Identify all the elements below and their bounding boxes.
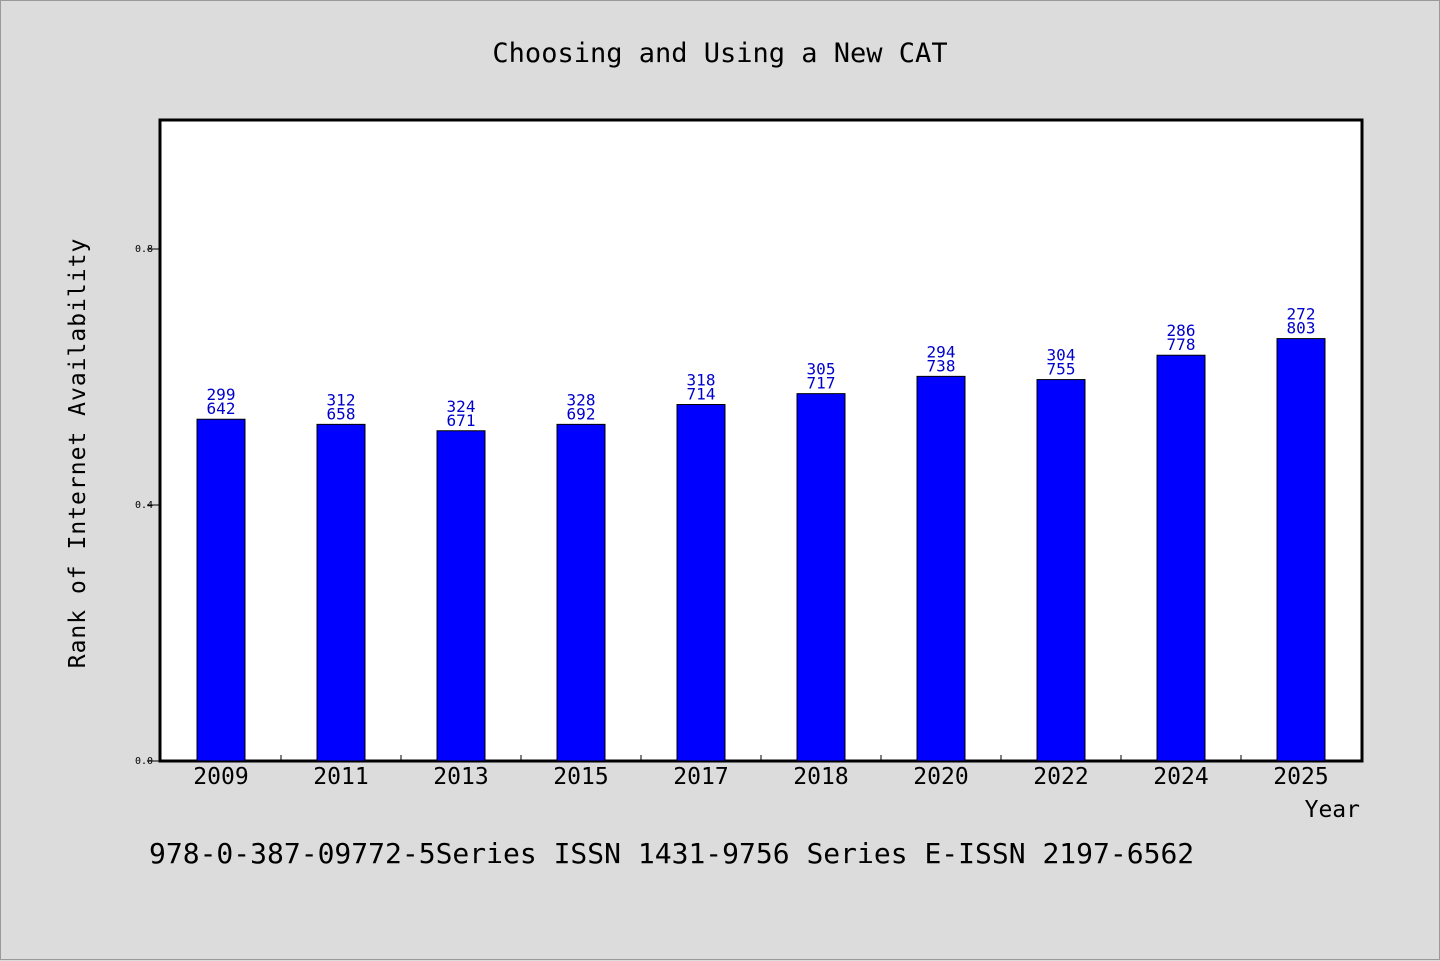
data-label-2017-1: 318 bbox=[687, 371, 716, 390]
x-tick-label-2013: 2013 bbox=[433, 764, 488, 790]
x-tick-label-2018: 2018 bbox=[793, 764, 848, 790]
data-label-2025-1: 272 bbox=[1287, 305, 1316, 324]
y-tick-label-1: 0.4 bbox=[135, 500, 153, 511]
data-label-2011-2: 658 bbox=[327, 404, 356, 423]
data-label-2013-2: 671 bbox=[447, 411, 476, 430]
bar-2013 bbox=[436, 430, 486, 762]
bar-2020 bbox=[916, 375, 966, 762]
bar-2018 bbox=[796, 393, 846, 762]
data-label-2017-2: 714 bbox=[687, 385, 716, 404]
x-tick-label-2011: 2011 bbox=[313, 764, 368, 790]
data-label-2020-2: 738 bbox=[927, 356, 956, 375]
y-tick-label-2: 0.8 bbox=[135, 244, 153, 255]
data-label-2024-2: 778 bbox=[1167, 335, 1196, 354]
data-label-2020-1: 294 bbox=[927, 342, 956, 361]
y-axis-label: Rank of Internet Availability bbox=[65, 238, 91, 669]
data-label-2018-1: 305 bbox=[807, 360, 836, 379]
x-tick-label-2025: 2025 bbox=[1273, 764, 1328, 790]
data-label-2015-2: 692 bbox=[567, 404, 596, 423]
y-tick-label-0: 0.0 bbox=[135, 756, 153, 767]
data-label-2025-2: 803 bbox=[1287, 319, 1316, 338]
data-label-2013-1: 324 bbox=[447, 397, 476, 416]
data-label-2024-1: 286 bbox=[1167, 321, 1196, 340]
data-label-2009-1: 299 bbox=[207, 385, 236, 404]
ticks-group: 2009 2011 2013 2015 2017 2018 2020 2022 2024 2025… bbox=[135, 244, 1329, 790]
x-tick-label-2015: 2015 bbox=[553, 764, 608, 790]
data-label-2018-2: 717 bbox=[807, 374, 836, 393]
data-label-2022-1: 304 bbox=[1047, 346, 1076, 365]
bar-2024 bbox=[1156, 354, 1206, 762]
x-tick-label-2024: 2024 bbox=[1153, 764, 1208, 790]
bar-2022 bbox=[1036, 379, 1086, 762]
bar-2017 bbox=[676, 404, 726, 762]
data-label-2015-1: 328 bbox=[567, 390, 596, 409]
x-tick-label-2017: 2017 bbox=[673, 764, 728, 790]
bar-2011 bbox=[316, 423, 366, 762]
data-label-2009-2: 642 bbox=[207, 399, 236, 418]
x-tick-label-2009: 2009 bbox=[193, 764, 248, 790]
x-tick-label-2022: 2022 bbox=[1033, 764, 1088, 790]
bar-2009 bbox=[196, 418, 246, 762]
data-label-2022-2: 755 bbox=[1047, 360, 1076, 379]
x-axis-label: Year bbox=[1305, 797, 1360, 823]
chart-title: Choosing and Using a New CAT bbox=[492, 38, 947, 69]
data-label-2011-1: 312 bbox=[327, 390, 356, 409]
bar-2015 bbox=[556, 423, 606, 762]
isbn-footer: 978-0-387-09772-5Series ISSN 1431-9756 S… bbox=[149, 837, 1194, 870]
x-tick-label-2020: 2020 bbox=[913, 764, 968, 790]
bar-2025 bbox=[1276, 338, 1326, 762]
